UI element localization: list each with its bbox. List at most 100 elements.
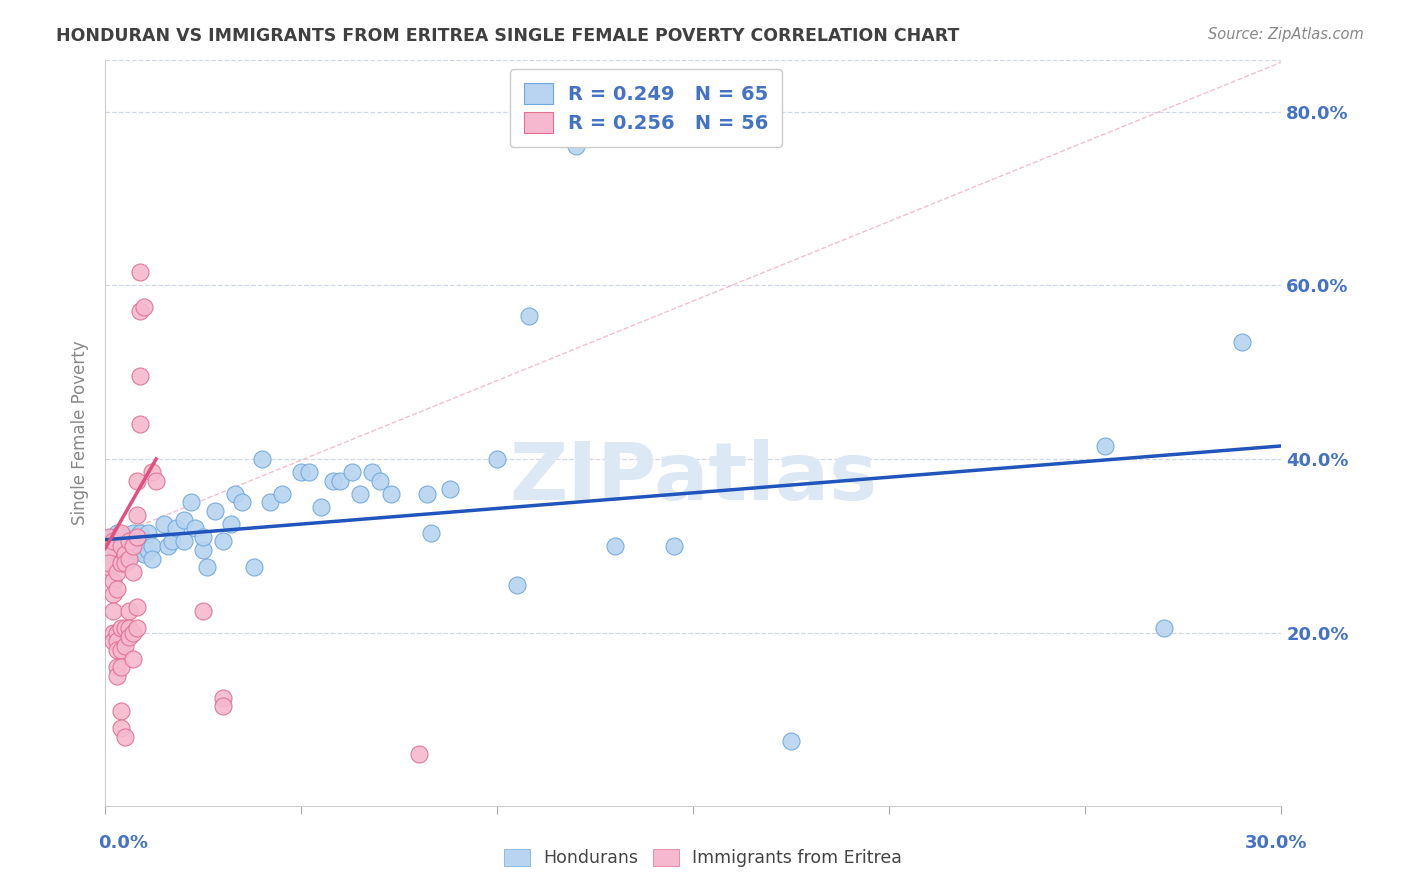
Point — [105, 582, 128, 597]
Point — [105, 634, 128, 648]
Point — [105, 548, 128, 562]
Point — [110, 534, 132, 549]
Text: ZIPatlas: ZIPatlas — [509, 439, 877, 516]
Point — [101, 634, 124, 648]
Point — [322, 474, 344, 488]
Point — [134, 300, 156, 314]
Point — [141, 539, 163, 553]
Point — [98, 556, 121, 570]
Point — [121, 548, 143, 562]
Point — [129, 265, 152, 279]
Point — [114, 548, 136, 562]
Text: 0.0%: 0.0% — [98, 834, 149, 852]
Point — [110, 660, 132, 674]
Point — [486, 452, 509, 467]
Point — [129, 525, 152, 540]
Point — [101, 534, 124, 549]
Point — [110, 704, 132, 718]
Point — [98, 560, 121, 574]
Point — [517, 309, 540, 323]
Point — [1094, 439, 1116, 453]
Point — [141, 551, 163, 566]
Point — [105, 625, 128, 640]
Point — [141, 465, 163, 479]
Point — [290, 465, 312, 479]
Point — [118, 539, 141, 553]
Point — [125, 621, 148, 635]
Point — [101, 574, 124, 588]
Point — [408, 747, 430, 761]
Point — [160, 534, 183, 549]
Point — [415, 486, 437, 500]
Point — [125, 530, 148, 544]
Point — [250, 452, 273, 467]
Point — [180, 495, 202, 509]
Legend: R = 0.249   N = 65, R = 0.256   N = 56: R = 0.249 N = 65, R = 0.256 N = 56 — [510, 70, 782, 146]
Point — [129, 417, 152, 432]
Point — [329, 474, 352, 488]
Point — [243, 560, 266, 574]
Point — [110, 643, 132, 657]
Point — [231, 495, 253, 509]
Point — [156, 539, 179, 553]
Point — [340, 465, 363, 479]
Point — [105, 525, 128, 540]
Point — [134, 548, 156, 562]
Point — [298, 465, 321, 479]
Point — [211, 690, 233, 705]
Point — [165, 521, 187, 535]
Point — [270, 486, 292, 500]
Point — [110, 556, 132, 570]
Point — [419, 525, 441, 540]
Point — [110, 525, 132, 540]
Point — [368, 474, 391, 488]
Point — [114, 621, 136, 635]
Point — [1153, 621, 1175, 635]
Point — [114, 530, 136, 544]
Point — [121, 651, 143, 665]
Point — [98, 543, 121, 558]
Point — [138, 525, 160, 540]
Point — [101, 530, 124, 544]
Text: 30.0%: 30.0% — [1246, 834, 1308, 852]
Point — [118, 621, 141, 635]
Point — [101, 604, 124, 618]
Point — [145, 474, 167, 488]
Point — [603, 539, 626, 553]
Legend: Hondurans, Immigrants from Eritrea: Hondurans, Immigrants from Eritrea — [496, 842, 910, 874]
Point — [195, 560, 218, 574]
Point — [121, 565, 143, 579]
Point — [193, 543, 215, 558]
Point — [118, 604, 141, 618]
Point — [121, 525, 143, 540]
Point — [662, 539, 685, 553]
Point — [439, 483, 461, 497]
Point — [101, 586, 124, 600]
Point — [173, 534, 195, 549]
Point — [125, 508, 148, 523]
Point — [125, 599, 148, 614]
Text: HONDURAN VS IMMIGRANTS FROM ERITREA SINGLE FEMALE POVERTY CORRELATION CHART: HONDURAN VS IMMIGRANTS FROM ERITREA SING… — [56, 27, 960, 45]
Point — [138, 543, 160, 558]
Point — [118, 534, 141, 549]
Point — [110, 621, 132, 635]
Point — [118, 534, 141, 549]
Point — [780, 734, 803, 748]
Point — [153, 517, 176, 532]
Point — [110, 721, 132, 735]
Point — [564, 139, 586, 153]
Point — [129, 369, 152, 384]
Point — [193, 530, 215, 544]
Point — [125, 474, 148, 488]
Point — [105, 565, 128, 579]
Y-axis label: Single Female Poverty: Single Female Poverty — [72, 341, 89, 525]
Text: Source: ZipAtlas.com: Source: ZipAtlas.com — [1208, 27, 1364, 42]
Point — [349, 486, 371, 500]
Point — [184, 521, 207, 535]
Point — [98, 530, 121, 544]
Point — [129, 304, 152, 318]
Point — [1230, 334, 1253, 349]
Point — [121, 539, 143, 553]
Point — [309, 500, 332, 514]
Point — [105, 643, 128, 657]
